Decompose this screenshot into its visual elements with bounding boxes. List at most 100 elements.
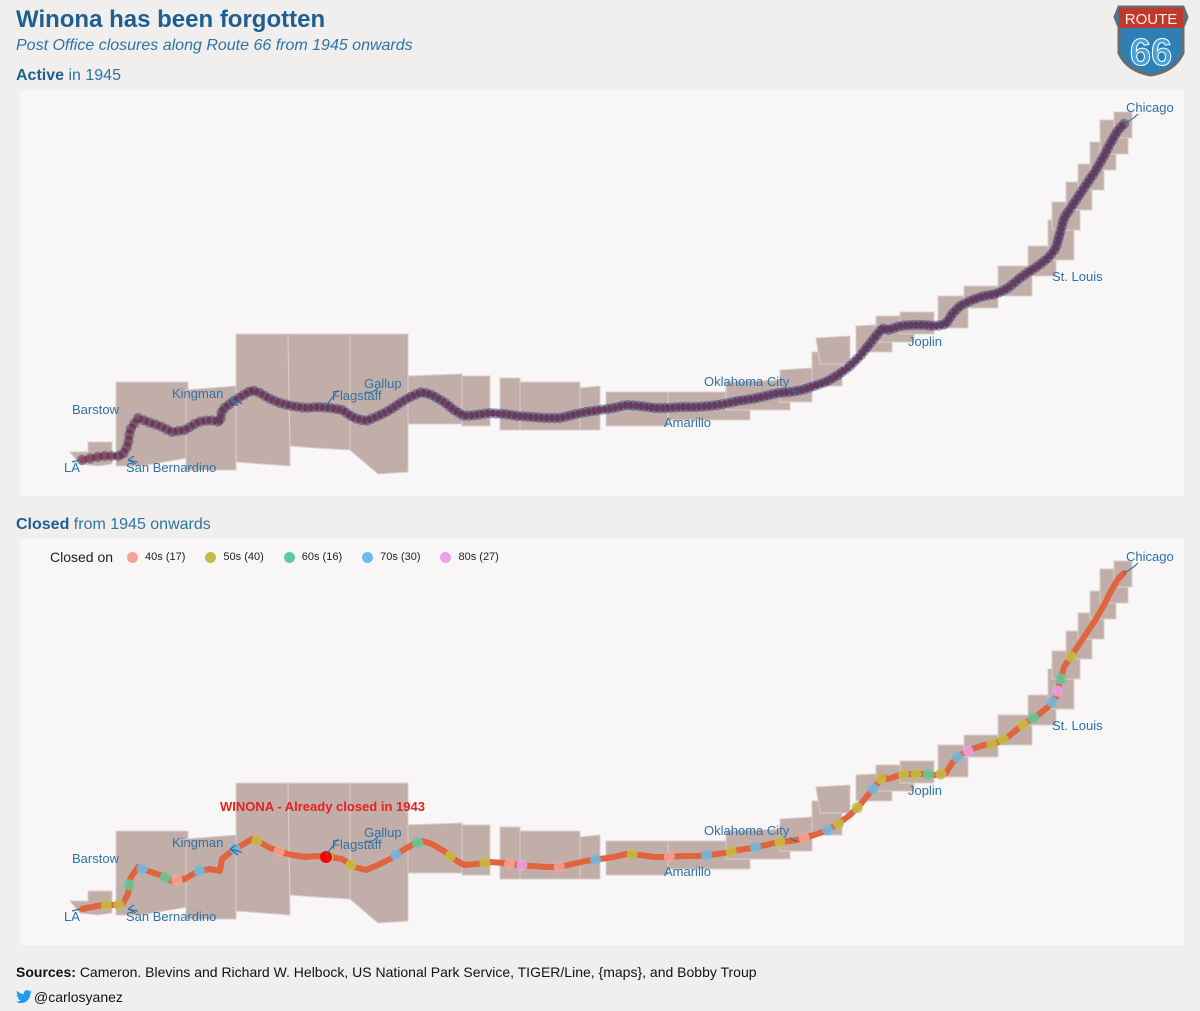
active-post-office-point bbox=[554, 412, 566, 424]
sources-line: Sources: Cameron. Blevins and Richard W.… bbox=[16, 964, 757, 980]
active-post-office-point bbox=[331, 403, 342, 415]
active-map: Chicago St. Louis Joplin Oklahoma City Amari… bbox=[64, 100, 1174, 475]
closed-post-office-point bbox=[1027, 712, 1039, 724]
active-post-office-point bbox=[377, 408, 388, 420]
closed-post-office-point bbox=[444, 850, 456, 862]
active-post-office-point bbox=[903, 320, 914, 331]
active-post-office-point bbox=[121, 442, 132, 453]
active-post-office-point bbox=[923, 320, 934, 331]
active-post-office-point bbox=[591, 405, 602, 416]
active-post-office-point bbox=[862, 341, 873, 353]
active-post-office-point bbox=[1059, 211, 1071, 222]
closed-post-office-point bbox=[1065, 651, 1077, 663]
active-post-office-point bbox=[528, 411, 539, 423]
active-post-office-point bbox=[1090, 165, 1101, 176]
active-post-office-point bbox=[804, 382, 815, 393]
closed-post-office-point bbox=[822, 824, 834, 836]
active-post-office-point bbox=[533, 412, 544, 423]
active-post-office-point bbox=[215, 413, 226, 424]
active-post-office-point bbox=[680, 401, 692, 413]
active-post-office-point bbox=[92, 451, 103, 463]
closed-post-office-point bbox=[516, 859, 528, 871]
active-post-office-point bbox=[748, 393, 759, 404]
active-post-office-point bbox=[150, 419, 161, 430]
active-post-office-point bbox=[643, 402, 655, 413]
active-post-office-point bbox=[1018, 270, 1029, 281]
closed-post-office-point bbox=[986, 738, 998, 750]
active-post-office-point bbox=[156, 421, 167, 432]
active-post-office-point bbox=[575, 407, 587, 419]
active-post-office-point bbox=[753, 392, 764, 403]
legend-item-40s: 40s (17) bbox=[127, 551, 185, 563]
badge-number: 66 bbox=[1130, 32, 1172, 74]
active-post-office-point bbox=[440, 398, 451, 409]
closed-post-office-point bbox=[123, 879, 135, 891]
active-post-office-point bbox=[617, 400, 628, 411]
active-post-office-point bbox=[259, 390, 270, 401]
city-label-amarillo: Amarillo bbox=[664, 864, 711, 879]
active-post-office-point bbox=[1051, 240, 1062, 251]
active-post-office-point bbox=[823, 375, 834, 386]
active-post-office-point bbox=[479, 408, 491, 419]
active-post-office-point bbox=[113, 450, 124, 462]
active-post-office-point bbox=[1035, 259, 1046, 270]
active-post-office-point bbox=[184, 422, 195, 433]
active-post-office-point bbox=[809, 380, 820, 392]
closed-post-office-point bbox=[113, 899, 125, 911]
active-post-office-point bbox=[883, 324, 894, 335]
active-post-office-point bbox=[1054, 230, 1065, 242]
closed-post-office-point bbox=[273, 846, 285, 858]
active-post-office-point bbox=[712, 399, 723, 411]
closed-post-office-point bbox=[1017, 719, 1029, 731]
active-post-office-point bbox=[106, 450, 117, 462]
closed-post-office-point bbox=[626, 848, 638, 860]
closed-label-rest: from 1945 onwards bbox=[73, 516, 211, 533]
active-post-office-point bbox=[969, 294, 980, 305]
active-post-office-point bbox=[773, 387, 784, 399]
active-post-office-point bbox=[216, 407, 227, 418]
city-arrow bbox=[365, 836, 379, 843]
active-post-office-point bbox=[1073, 190, 1085, 201]
active-post-office-point bbox=[458, 410, 469, 421]
active-post-office-point bbox=[586, 406, 597, 417]
active-post-office-point bbox=[400, 394, 412, 405]
closed-post-office-point bbox=[898, 769, 910, 781]
legend-item-50s: 50s (40) bbox=[205, 551, 264, 563]
active-post-office-point bbox=[200, 415, 212, 426]
closed-post-office-point bbox=[832, 818, 844, 830]
active-post-office-point bbox=[274, 397, 286, 409]
city-label-st-louis: St. Louis bbox=[1052, 269, 1103, 284]
active-post-office-point bbox=[351, 413, 362, 424]
active-post-office-point bbox=[538, 412, 550, 424]
active-post-office-point bbox=[444, 401, 455, 412]
active-post-office-point bbox=[1056, 221, 1068, 232]
sources-label: Sources: bbox=[16, 964, 76, 980]
active-post-office-point bbox=[386, 403, 398, 414]
active-post-office-point bbox=[1055, 225, 1066, 237]
active-post-office-point bbox=[233, 392, 245, 403]
active-post-office-point bbox=[865, 337, 876, 349]
active-post-office-point bbox=[1057, 216, 1069, 227]
active-post-office-point bbox=[727, 396, 738, 408]
legend-item-80s: 80s (27) bbox=[440, 551, 499, 563]
active-post-office-point bbox=[628, 400, 639, 411]
active-post-office-point bbox=[346, 410, 357, 422]
legend-label-70s: 70s (30) bbox=[380, 551, 421, 563]
active-post-office-point bbox=[633, 400, 644, 412]
twitter-handle-text: @carlosyanez bbox=[34, 989, 123, 1005]
active-post-office-point bbox=[356, 414, 367, 426]
city-arrow bbox=[71, 459, 81, 463]
active-post-office-point bbox=[768, 388, 779, 400]
city-label-san-bernardino: San Bernardino bbox=[126, 909, 216, 924]
closed-post-office-point bbox=[725, 846, 737, 857]
city-label-kingman: Kingman bbox=[172, 835, 223, 850]
twitter-handle[interactable]: @carlosyanez bbox=[16, 989, 123, 1005]
city-arrow bbox=[325, 389, 339, 407]
county-shape bbox=[287, 333, 351, 451]
active-post-office-point bbox=[1049, 244, 1060, 256]
badge-top-text: ROUTE bbox=[1125, 11, 1178, 28]
legend-label-60s: 60s (16) bbox=[301, 551, 343, 563]
city-arrow bbox=[1123, 113, 1139, 125]
active-post-office-point bbox=[818, 377, 830, 388]
closed-post-office-point bbox=[962, 745, 974, 757]
